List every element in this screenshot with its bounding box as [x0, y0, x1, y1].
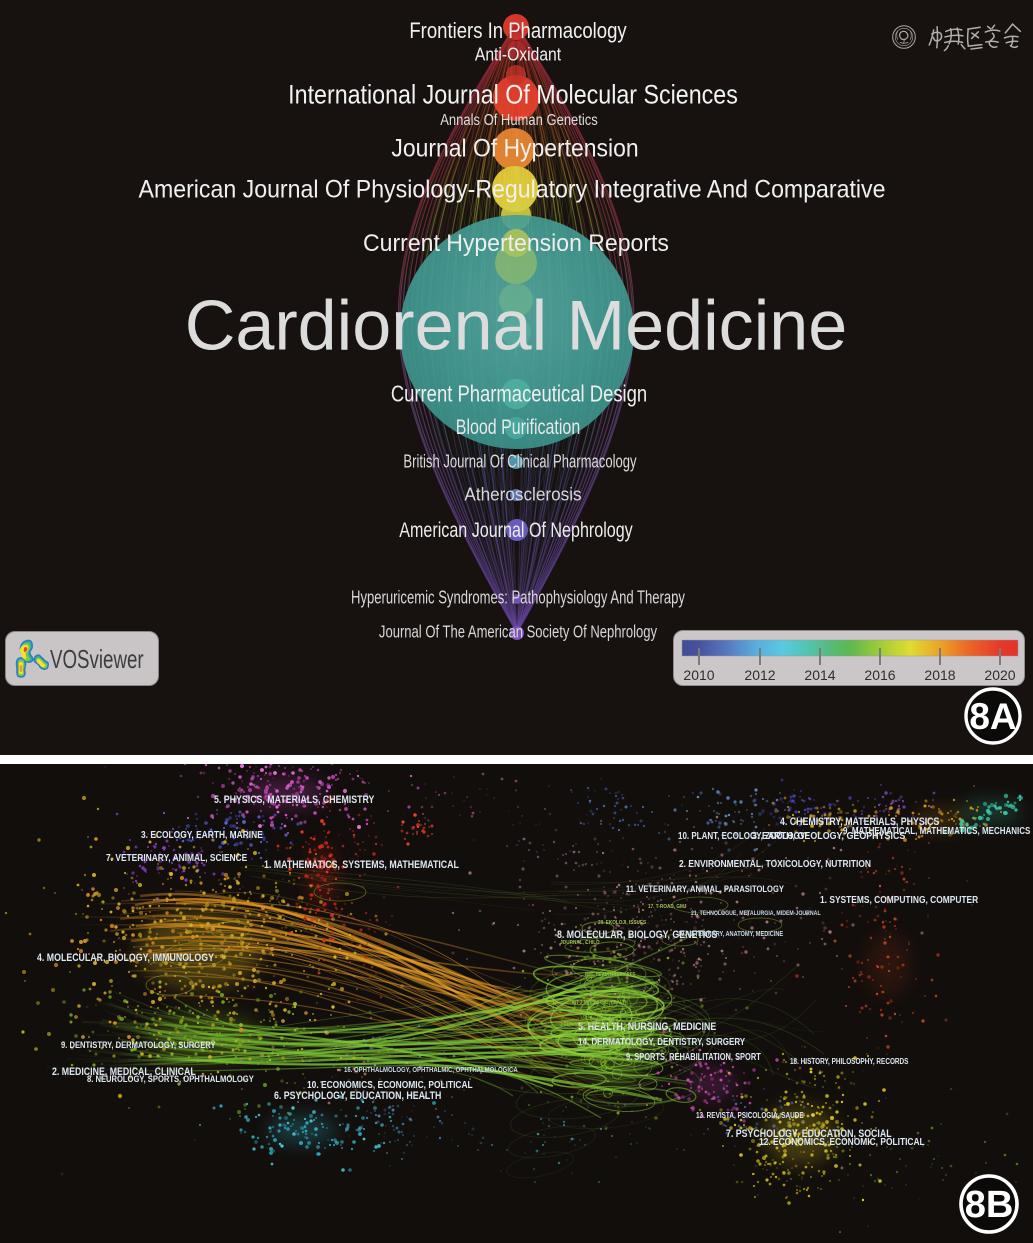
svg-text:2010: 2010 [683, 667, 714, 683]
svg-text:8A: 8A [969, 696, 1016, 737]
svg-text:2020: 2020 [984, 667, 1015, 683]
svg-text:2016: 2016 [864, 667, 895, 683]
svg-text:2018: 2018 [924, 667, 955, 683]
svg-text:8B: 8B [965, 1184, 1014, 1226]
svg-text:2014: 2014 [804, 667, 835, 683]
svg-text:2012: 2012 [744, 667, 775, 683]
